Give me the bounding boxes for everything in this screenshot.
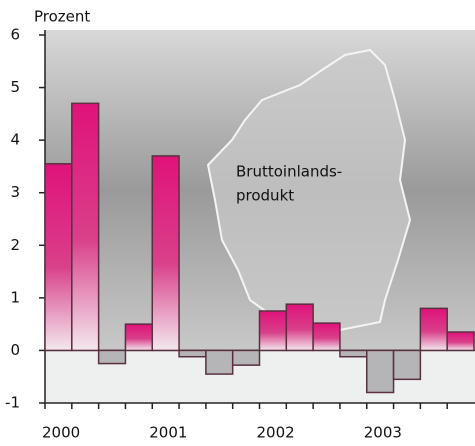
bar <box>313 323 340 350</box>
y-tick-label: 4 <box>10 131 20 149</box>
y-tick-label: 1 <box>10 288 20 306</box>
bar <box>286 304 313 350</box>
y-tick-label: 5 <box>10 78 20 96</box>
bar <box>340 350 367 356</box>
bar <box>45 164 72 351</box>
bar <box>233 350 260 365</box>
x-tick-label: 2000 <box>42 424 80 442</box>
y-tick-label: 2 <box>10 236 20 254</box>
bar <box>447 332 474 350</box>
bar <box>260 311 287 350</box>
annotation: Bruttoinlands- <box>236 163 342 181</box>
annotation: produkt <box>236 187 294 205</box>
bar <box>152 156 179 351</box>
bar <box>125 324 152 350</box>
bar <box>72 103 99 350</box>
y-tick-label: 0 <box>10 341 20 359</box>
bar <box>206 350 233 374</box>
bar <box>394 350 421 379</box>
y-tick-label: 3 <box>10 183 20 201</box>
y-tick-label: 6 <box>10 26 20 44</box>
chart: Prozent Bruttoinlands- produkt -1 0 1 2 3 4 5 6… <box>0 0 475 446</box>
bar <box>99 350 126 363</box>
y-tick-label: -1 <box>5 394 20 412</box>
bar <box>367 350 394 392</box>
bar <box>179 350 206 356</box>
x-tick-label: 2003 <box>364 424 402 442</box>
y-axis-label: Prozent <box>34 8 90 26</box>
x-tick-label: 2002 <box>256 424 294 442</box>
x-tick-label: 2001 <box>149 424 187 442</box>
bar <box>420 308 447 350</box>
